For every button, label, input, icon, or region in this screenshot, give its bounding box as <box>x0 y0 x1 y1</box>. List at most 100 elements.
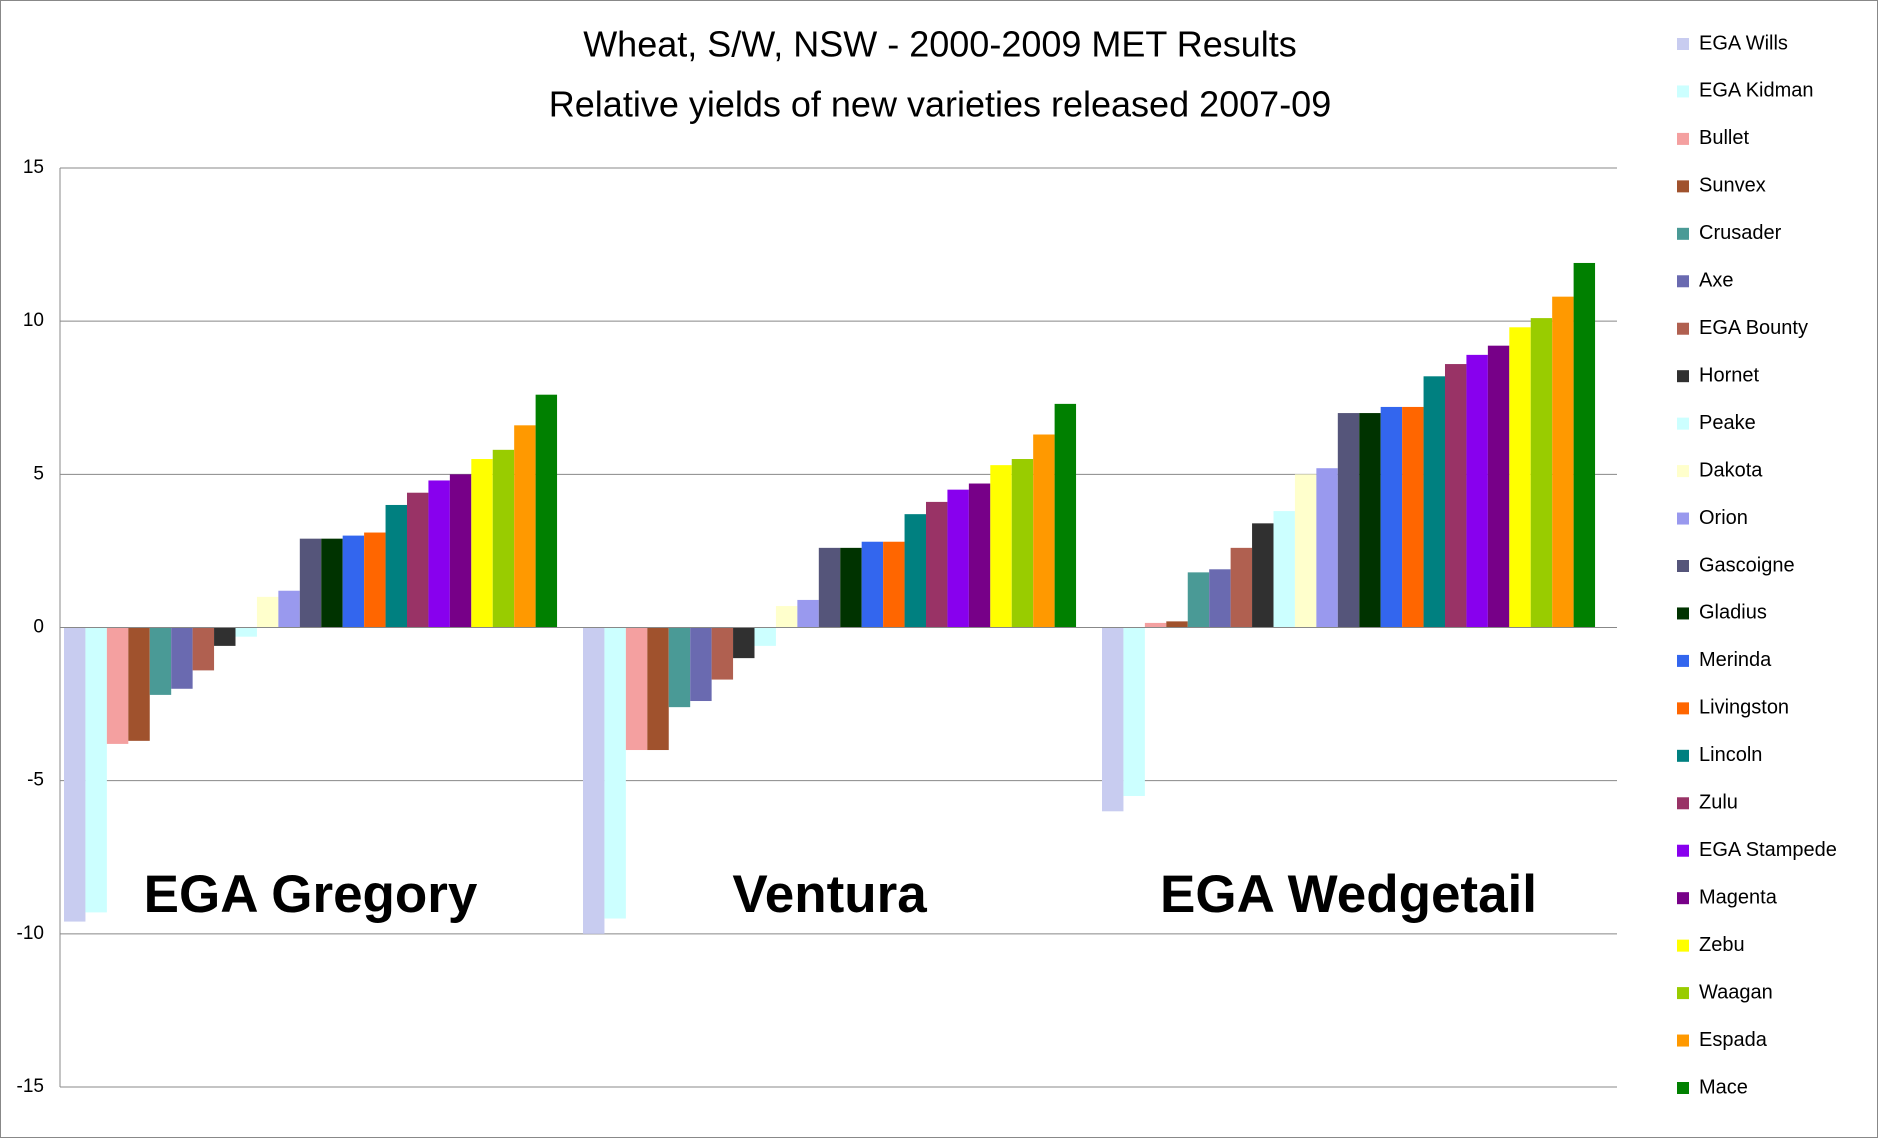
legend-label: Zulu <box>1699 792 1738 814</box>
bar <box>1509 327 1531 628</box>
bar <box>1054 403 1077 628</box>
legend-label: Dakota <box>1699 459 1763 481</box>
bar <box>342 535 365 628</box>
bar <box>668 627 691 708</box>
bar <box>214 627 236 646</box>
bar <box>449 474 472 628</box>
legend-label: Hornet <box>1699 364 1759 386</box>
bar <box>1273 511 1295 628</box>
legend-swatch <box>1677 702 1689 715</box>
bar <box>818 547 841 628</box>
bar <box>514 425 536 628</box>
legend-swatch <box>1677 844 1689 857</box>
bar <box>797 599 819 628</box>
bar <box>1444 364 1467 628</box>
bar <box>1102 627 1124 812</box>
legend-label: Bullet <box>1699 127 1749 149</box>
legend-label: Orion <box>1699 507 1748 529</box>
bar <box>1402 406 1424 628</box>
bar <box>1144 622 1167 628</box>
legend-swatch <box>1677 417 1689 430</box>
y-tick-label: 5 <box>33 463 44 484</box>
legend-swatch <box>1677 939 1689 952</box>
bar <box>947 489 969 628</box>
y-tick-label: -5 <box>27 770 44 791</box>
category-label: EGA Wedgetail <box>1160 865 1537 924</box>
bar <box>106 627 129 744</box>
legend-label: Zebu <box>1699 934 1745 956</box>
bar <box>1573 262 1596 628</box>
bar <box>192 627 215 671</box>
legend-label: Livingston <box>1699 697 1789 719</box>
bar <box>128 627 150 741</box>
bar <box>1423 376 1445 628</box>
legend-label: Gascoigne <box>1699 554 1795 576</box>
bar <box>1316 468 1338 628</box>
legend-label: Axe <box>1699 270 1733 292</box>
bar <box>171 627 193 689</box>
legend-swatch <box>1677 85 1689 98</box>
bar <box>925 501 948 628</box>
bar <box>85 627 107 913</box>
legend-swatch <box>1677 38 1689 50</box>
bar <box>256 596 279 628</box>
y-tick-label: -10 <box>17 923 44 944</box>
bar <box>861 541 884 628</box>
bar <box>1380 406 1403 628</box>
bar <box>1187 572 1210 628</box>
bar <box>471 459 493 628</box>
bar <box>1011 459 1034 628</box>
category-label: Ventura <box>732 865 927 924</box>
legend-label: Waagan <box>1699 981 1773 1003</box>
bar <box>625 627 648 751</box>
legend-label: Sunvex <box>1699 175 1766 197</box>
legend-label: Merinda <box>1699 649 1772 671</box>
bar <box>1209 569 1231 628</box>
bar <box>1294 474 1317 628</box>
legend-swatch <box>1677 654 1689 667</box>
bar <box>492 449 515 628</box>
y-tick-label: -15 <box>17 1076 44 1097</box>
legend-swatch <box>1677 465 1689 478</box>
y-tick-label: 15 <box>23 157 44 178</box>
legend-label: Lincoln <box>1699 744 1762 766</box>
bar <box>1552 296 1574 628</box>
bar <box>840 547 862 628</box>
bar <box>1123 627 1145 796</box>
legend-label: EGA Stampede <box>1699 839 1837 861</box>
y-tick-label: 0 <box>33 617 44 638</box>
legend-swatch <box>1677 1082 1689 1094</box>
bar <box>733 627 755 659</box>
category-label: EGA Gregory <box>144 865 478 924</box>
legend-swatch <box>1677 370 1689 383</box>
legend-swatch <box>1677 275 1689 288</box>
bar <box>883 541 905 628</box>
bar <box>1487 345 1510 628</box>
legend-label: Crusader <box>1699 222 1782 244</box>
legend-label: Gladius <box>1699 602 1767 624</box>
bar <box>711 627 734 680</box>
bar <box>1337 413 1360 628</box>
legend-label: Espada <box>1699 1029 1768 1051</box>
bar <box>1033 434 1055 628</box>
legend-label: Mace <box>1699 1076 1748 1098</box>
legend-label: EGA Wills <box>1699 32 1788 54</box>
bar <box>904 514 926 628</box>
bar <box>406 492 429 628</box>
bar <box>1252 523 1274 628</box>
legend-swatch <box>1677 180 1689 193</box>
bar <box>385 504 407 628</box>
bar <box>1466 354 1488 628</box>
legend-swatch <box>1677 797 1689 810</box>
legend-swatch <box>1677 892 1689 905</box>
legend-label: Peake <box>1699 412 1756 434</box>
chart-title: Wheat, S/W, NSW - 2000-2009 MET Results <box>583 24 1297 65</box>
bar <box>690 627 712 702</box>
bar <box>235 627 257 637</box>
legend-swatch <box>1677 607 1689 620</box>
legend-swatch <box>1677 560 1689 572</box>
bar <box>535 394 558 628</box>
y-tick-label: 10 <box>23 310 44 331</box>
bar <box>364 532 386 628</box>
